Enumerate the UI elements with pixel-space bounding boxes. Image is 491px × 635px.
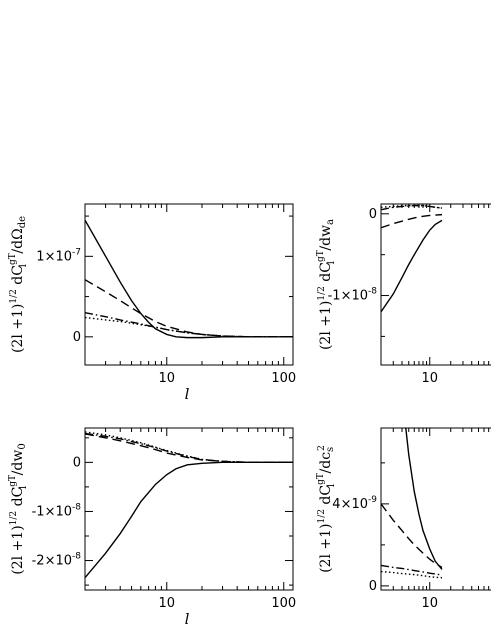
plot-frame: [380, 427, 491, 591]
y-tick-label: 0: [369, 579, 377, 594]
series-solid-line: [381, 219, 443, 313]
series-dashdot-line: [85, 311, 293, 338]
series-dotted-line: [85, 431, 293, 464]
y-axis-label: (2l +1)1/2 dCgTl /dΩde: [8, 216, 29, 353]
panel-bottom-left: 10 100 0 -1×10-8 -2×10-8 l (2l +1)1/2 dCgTl /d…: [8, 427, 296, 628]
x-tick-label: 100: [271, 371, 296, 386]
x-tick-label: 10: [421, 596, 438, 611]
series-dotted-line: [381, 204, 443, 209]
series-dashdot-line: [381, 564, 443, 576]
y-tick-label: -1×10-8: [32, 502, 82, 519]
series-solid-line: [85, 219, 293, 339]
plot-frame: [84, 427, 294, 591]
x-axis-label: l: [185, 610, 190, 628]
series-dashed-line: [381, 503, 443, 569]
y-tick-label: 0: [369, 207, 377, 222]
y-tick-label: 0: [73, 330, 81, 345]
panel-top-left: 10 100 0 1×10-7 l (2l +1)1/2 dCgTl /dΩde: [8, 203, 296, 403]
series-dashed-line: [381, 213, 443, 229]
plot-frame: [380, 203, 491, 366]
y-tick-label: 4×10-9: [332, 495, 377, 512]
x-tick-label: 100: [271, 596, 296, 611]
series-solid-line: [405, 428, 443, 570]
panel-top-right: 10 0 -1×10-8(2l +1)1/2 dCgTl /dwa: [316, 203, 491, 386]
x-tick-label: 10: [158, 596, 175, 611]
y-axis-label: (2l +1)1/2 dCgTl /dcs2: [316, 445, 337, 573]
x-tick-label: 10: [421, 371, 438, 386]
series-solid-line: [85, 461, 293, 579]
y-tick-label: 1×10-7: [36, 247, 81, 264]
y-axis-label: (2l +1)1/2 dCgTl /dwa: [316, 219, 337, 350]
x-axis-label: l: [185, 385, 190, 403]
y-tick-label: 0: [73, 455, 81, 470]
y-tick-label: -1×10-8: [328, 287, 378, 304]
x-tick-label: 10: [158, 371, 175, 386]
plot-frame: [84, 203, 294, 366]
y-tick-label: -2×10-8: [32, 552, 82, 569]
series-dashdot-line: [381, 204, 443, 211]
y-axis-label: (2l +1)1/2 dCgTl /dw0: [8, 443, 29, 574]
series-dotted-line: [381, 570, 443, 579]
series-dashed-line: [85, 433, 293, 464]
series-dashed-line: [85, 279, 293, 338]
series-dotted-line: [85, 316, 293, 338]
panel-bottom-right: 10 0 4×10-9(2l +1)1/2 dCgTl /dcs2: [316, 427, 491, 611]
